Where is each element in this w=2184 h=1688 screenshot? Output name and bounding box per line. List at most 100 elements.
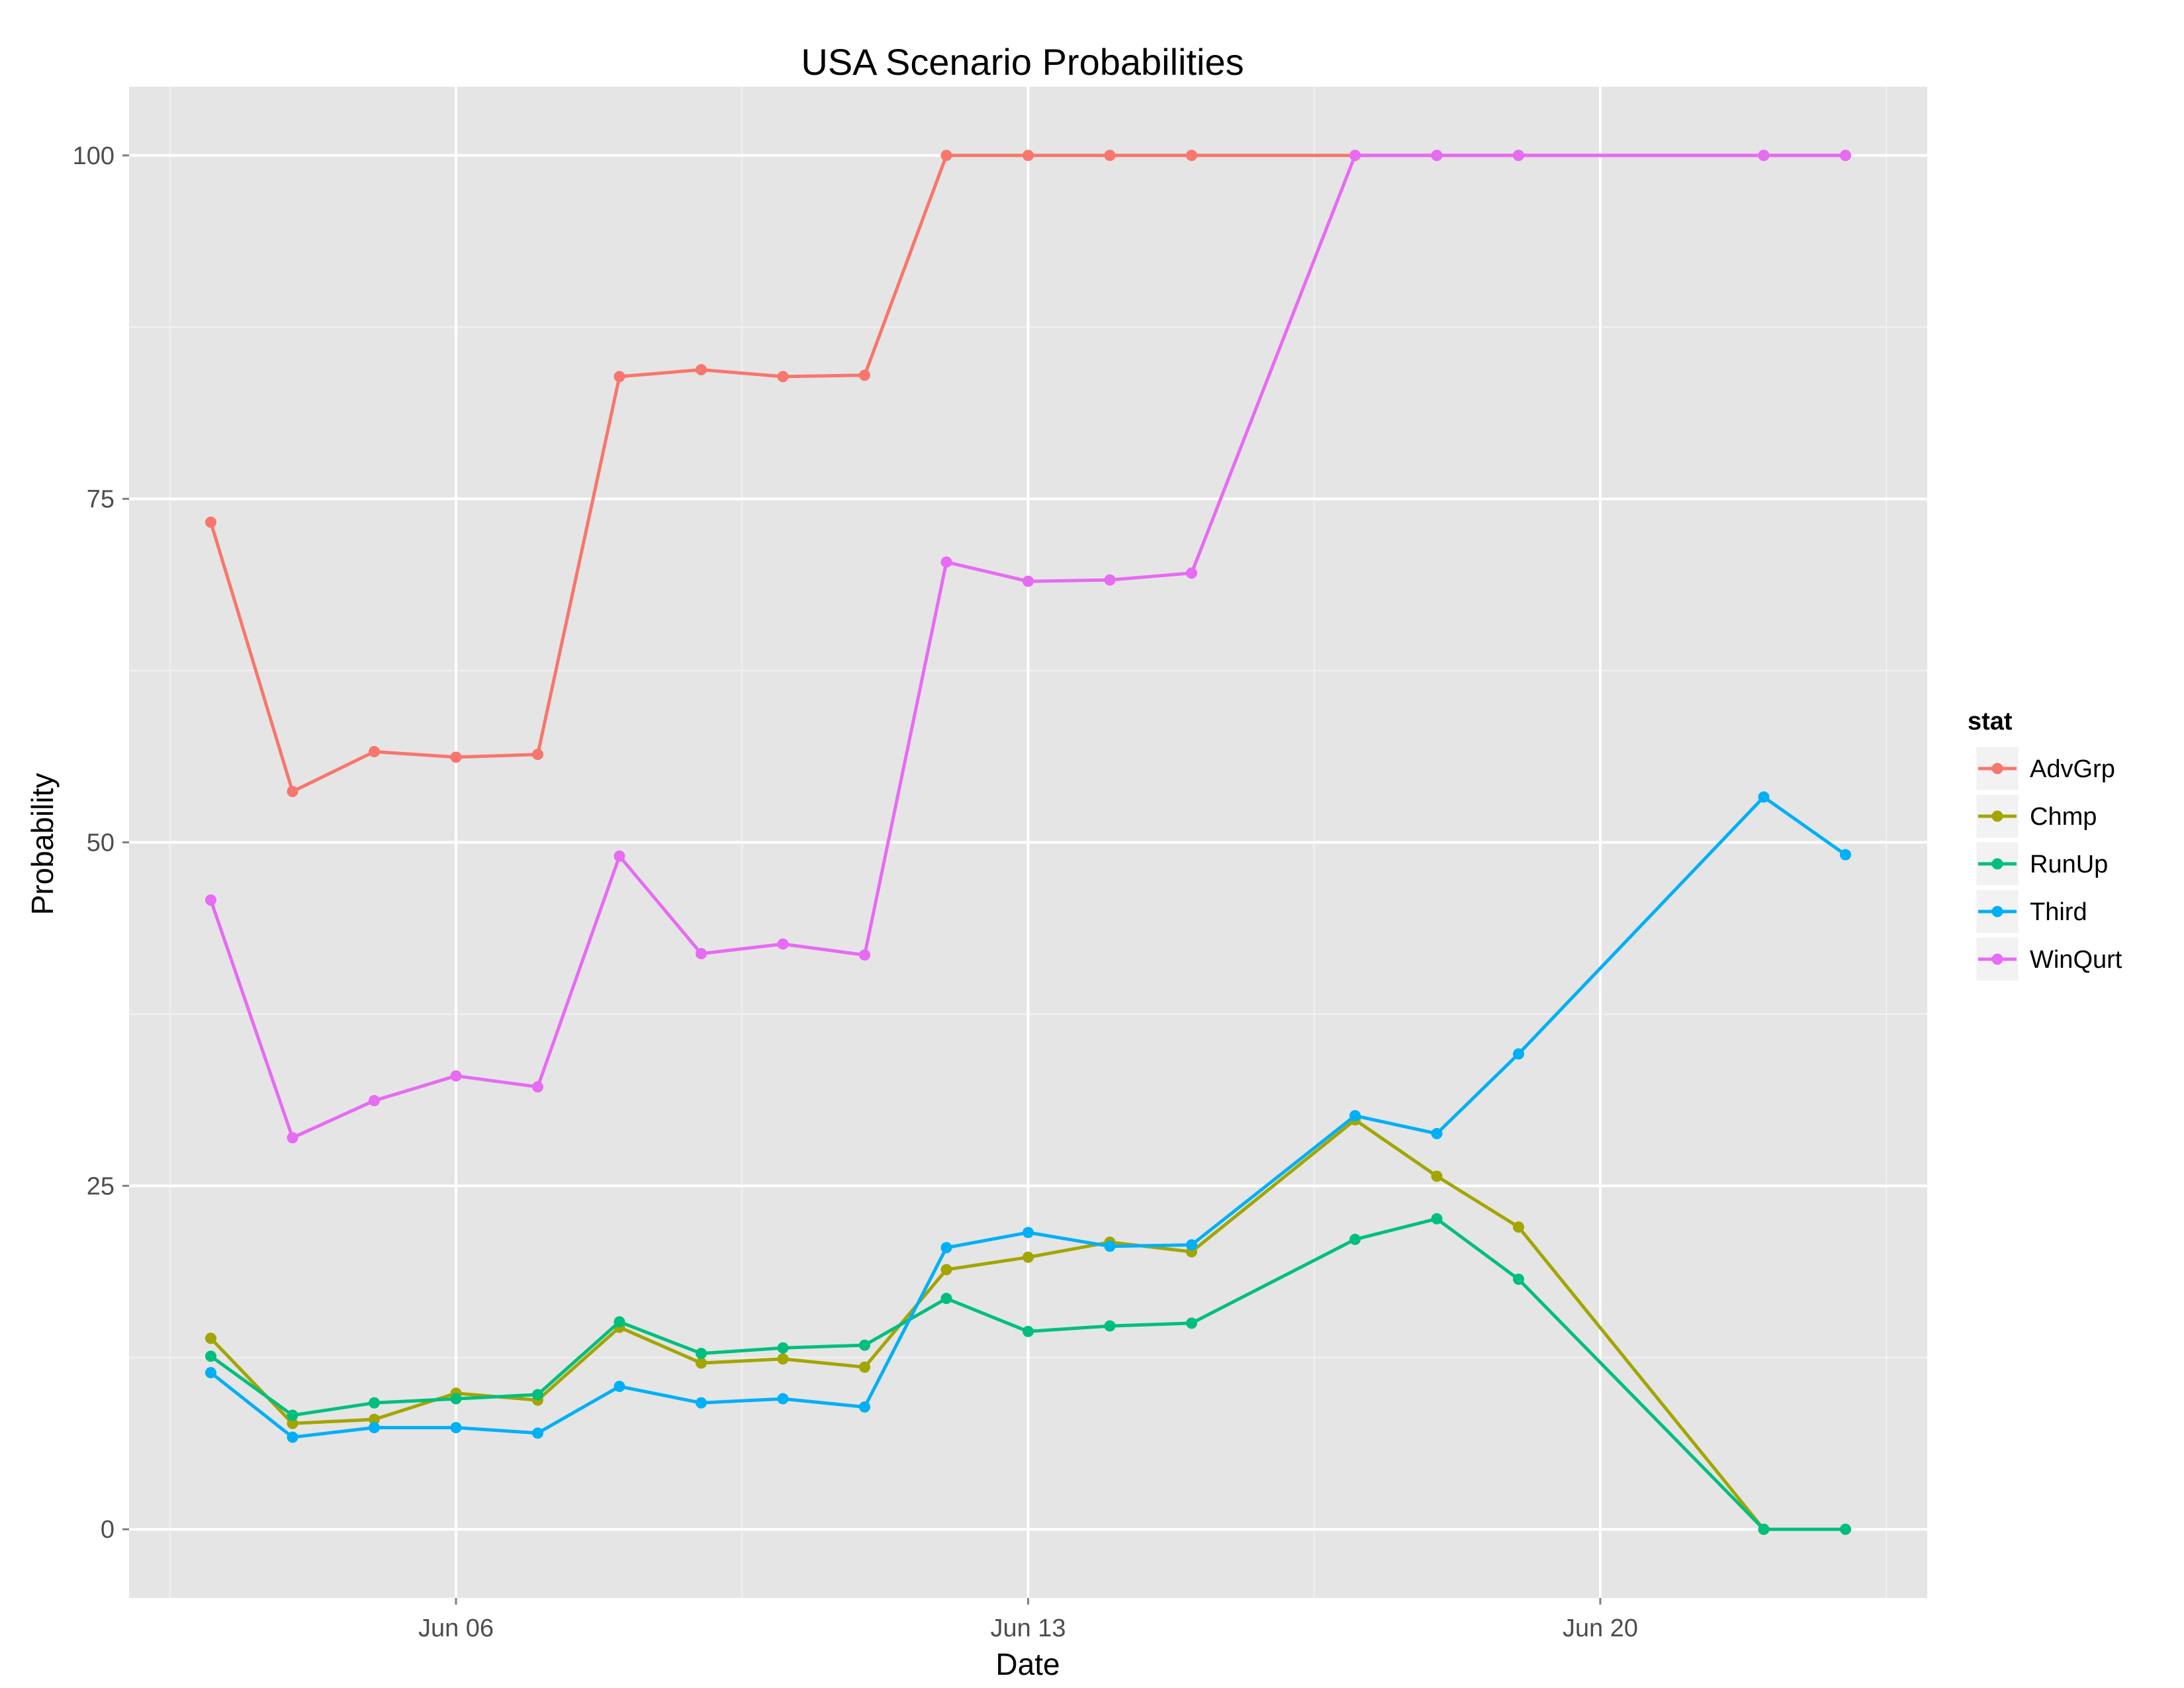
data-point-runup	[1840, 1523, 1851, 1535]
data-point-third	[1186, 1239, 1197, 1251]
data-point-winqurt	[859, 949, 870, 961]
legend-label: WinQurt	[2030, 946, 2122, 974]
legend-item-runup: RunUp	[1974, 840, 2108, 888]
data-point-runup	[1186, 1317, 1197, 1329]
data-point-third	[1431, 1127, 1443, 1139]
legend-key-point	[1991, 953, 2003, 965]
data-point-third	[369, 1422, 380, 1434]
data-point-advgrp	[940, 150, 952, 162]
data-point-chmp	[1431, 1170, 1443, 1182]
data-point-winqurt	[696, 948, 707, 960]
data-point-chmp	[205, 1333, 216, 1344]
y-tick-label: 50	[87, 829, 114, 857]
data-point-third	[1758, 791, 1770, 803]
data-point-runup	[1758, 1523, 1770, 1535]
data-point-winqurt	[369, 1095, 380, 1107]
data-point-third	[777, 1393, 789, 1405]
x-tick-label: Jun 06	[418, 1615, 494, 1642]
data-point-runup	[369, 1397, 380, 1409]
data-point-third	[532, 1427, 543, 1439]
legend-item-advgrp: AdvGrp	[1974, 745, 2115, 792]
data-point-winqurt	[1186, 567, 1197, 579]
data-point-third	[614, 1380, 625, 1392]
data-point-advgrp	[369, 746, 380, 758]
data-point-advgrp	[287, 786, 298, 798]
data-point-runup	[1104, 1320, 1116, 1332]
data-point-winqurt	[1349, 150, 1361, 162]
data-point-advgrp	[532, 749, 543, 761]
data-point-winqurt	[614, 850, 625, 862]
data-point-chmp	[696, 1357, 707, 1369]
legend-label: Third	[2030, 898, 2087, 926]
series-third	[205, 791, 1851, 1443]
data-point-third	[205, 1367, 216, 1379]
x-tick-label: Jun 13	[990, 1615, 1066, 1642]
data-point-advgrp	[859, 369, 870, 381]
data-point-runup	[1023, 1325, 1034, 1337]
legend-key-point	[1991, 810, 2003, 822]
legend-label: AdvGrp	[2030, 755, 2115, 783]
data-point-advgrp	[1023, 150, 1034, 162]
data-point-winqurt	[532, 1081, 543, 1093]
legend-label: RunUp	[2030, 851, 2108, 878]
data-point-chmp	[859, 1361, 870, 1373]
data-point-third	[859, 1401, 870, 1413]
x-axis-title: Date	[995, 1647, 1060, 1681]
data-point-runup	[532, 1389, 543, 1401]
data-point-third	[1104, 1241, 1116, 1252]
data-point-advgrp	[614, 371, 625, 383]
data-point-third	[1349, 1110, 1361, 1122]
series-group	[205, 150, 1851, 1535]
y-tick-label: 75	[87, 486, 114, 514]
data-point-advgrp	[450, 751, 462, 763]
data-point-advgrp	[696, 364, 707, 376]
axes: 0 25 50 75 100 Jun 06 Jun 13 Jun 20	[73, 142, 1638, 1642]
legend-label: Chmp	[2030, 803, 2097, 831]
x-tick-label: Jun 20	[1563, 1615, 1638, 1642]
data-point-chmp	[287, 1417, 298, 1429]
data-point-runup	[450, 1393, 462, 1405]
data-point-third	[1840, 849, 1851, 861]
data-point-winqurt	[287, 1132, 298, 1144]
series-line-runup	[210, 1217, 1846, 1531]
grid	[129, 87, 1927, 1598]
data-point-third	[450, 1422, 462, 1434]
y-tick-label: 0	[101, 1516, 114, 1544]
legend-item-third: Third	[1974, 888, 2087, 935]
data-point-runup	[940, 1293, 952, 1305]
y-axis-title: Probability	[25, 773, 60, 915]
data-point-runup	[614, 1316, 625, 1328]
data-point-chmp	[1513, 1221, 1524, 1233]
data-point-advgrp	[1104, 150, 1116, 162]
series-winqurt	[205, 150, 1851, 1144]
data-point-runup	[777, 1342, 789, 1354]
data-point-winqurt	[1758, 150, 1770, 162]
data-point-winqurt	[205, 894, 216, 906]
legend-title: stat	[1968, 708, 2013, 735]
y-tick-label: 25	[87, 1172, 114, 1200]
data-point-winqurt	[1840, 150, 1851, 162]
data-point-third	[696, 1397, 707, 1409]
data-point-chmp	[1023, 1251, 1034, 1263]
legend-key-point	[1991, 763, 2003, 774]
legend-key-point	[1991, 906, 2003, 917]
data-point-advgrp	[205, 516, 216, 528]
series-line-third	[209, 795, 1846, 1439]
data-point-chmp	[940, 1264, 952, 1276]
data-point-third	[1023, 1227, 1034, 1239]
data-point-third	[287, 1431, 298, 1443]
series-runup	[205, 1213, 1851, 1535]
data-point-advgrp	[777, 371, 789, 383]
data-point-chmp	[777, 1353, 789, 1365]
legend-key-point	[1991, 858, 2003, 870]
data-point-third	[1513, 1048, 1524, 1060]
data-point-runup	[1431, 1213, 1443, 1225]
data-point-winqurt	[1431, 150, 1443, 162]
data-point-winqurt	[1513, 150, 1524, 162]
data-point-runup	[287, 1409, 298, 1421]
data-point-winqurt	[940, 556, 952, 568]
y-tick-label: 100	[73, 142, 114, 170]
data-point-third	[940, 1242, 952, 1254]
series-line-winqurt	[209, 154, 1846, 1140]
